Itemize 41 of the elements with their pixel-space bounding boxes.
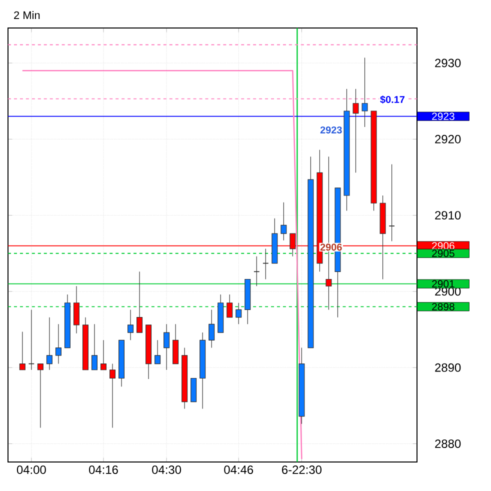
candlestick xyxy=(352,88,359,173)
candlestick xyxy=(100,340,106,370)
y-tick-label: 2880 xyxy=(435,439,461,448)
annotation: $0.17 xyxy=(380,96,404,104)
x-tick-label: 04:30 xyxy=(152,466,182,474)
y-tick-label: 2930 xyxy=(435,58,461,68)
candlestick xyxy=(388,164,395,242)
ref-line-label: 2901 xyxy=(432,280,454,288)
x-tick-label: 04:00 xyxy=(16,466,46,474)
candlestick xyxy=(19,332,26,370)
chart-title: 2 Min xyxy=(14,11,40,19)
candlestick xyxy=(190,378,197,402)
candlestick xyxy=(154,340,161,364)
candlestick xyxy=(208,309,215,348)
annotation: 2923 xyxy=(320,126,342,134)
annotation: 2906 xyxy=(320,244,342,251)
ref-line-label: 2898 xyxy=(432,302,454,310)
candlestick xyxy=(55,324,62,364)
candlestick xyxy=(236,302,242,324)
candlestick xyxy=(73,286,80,334)
candlestick xyxy=(253,256,260,286)
y-tick-label: 2890 xyxy=(435,363,461,372)
x-tick-label: 6-22:30 xyxy=(282,466,322,474)
candlestick xyxy=(91,324,98,370)
x-tick-label: 04:16 xyxy=(89,466,118,474)
candlestick xyxy=(37,363,44,428)
candlestick xyxy=(128,309,134,340)
candlestick xyxy=(136,271,143,333)
x-tick-label: 04:46 xyxy=(224,466,254,474)
candlestick xyxy=(280,202,287,241)
y-tick-label: 2910 xyxy=(435,211,461,220)
candlestick xyxy=(46,317,52,370)
candlestick xyxy=(110,363,116,428)
candlestick xyxy=(172,324,179,364)
candlestick xyxy=(362,57,368,128)
y-tick-label: 2920 xyxy=(435,134,461,144)
candlestick xyxy=(226,294,233,318)
ref-line-label: 2905 xyxy=(432,250,454,258)
ref-line-label: 2923 xyxy=(432,112,454,120)
ref-line-label: 2906 xyxy=(432,242,454,250)
candlestick xyxy=(164,324,170,370)
